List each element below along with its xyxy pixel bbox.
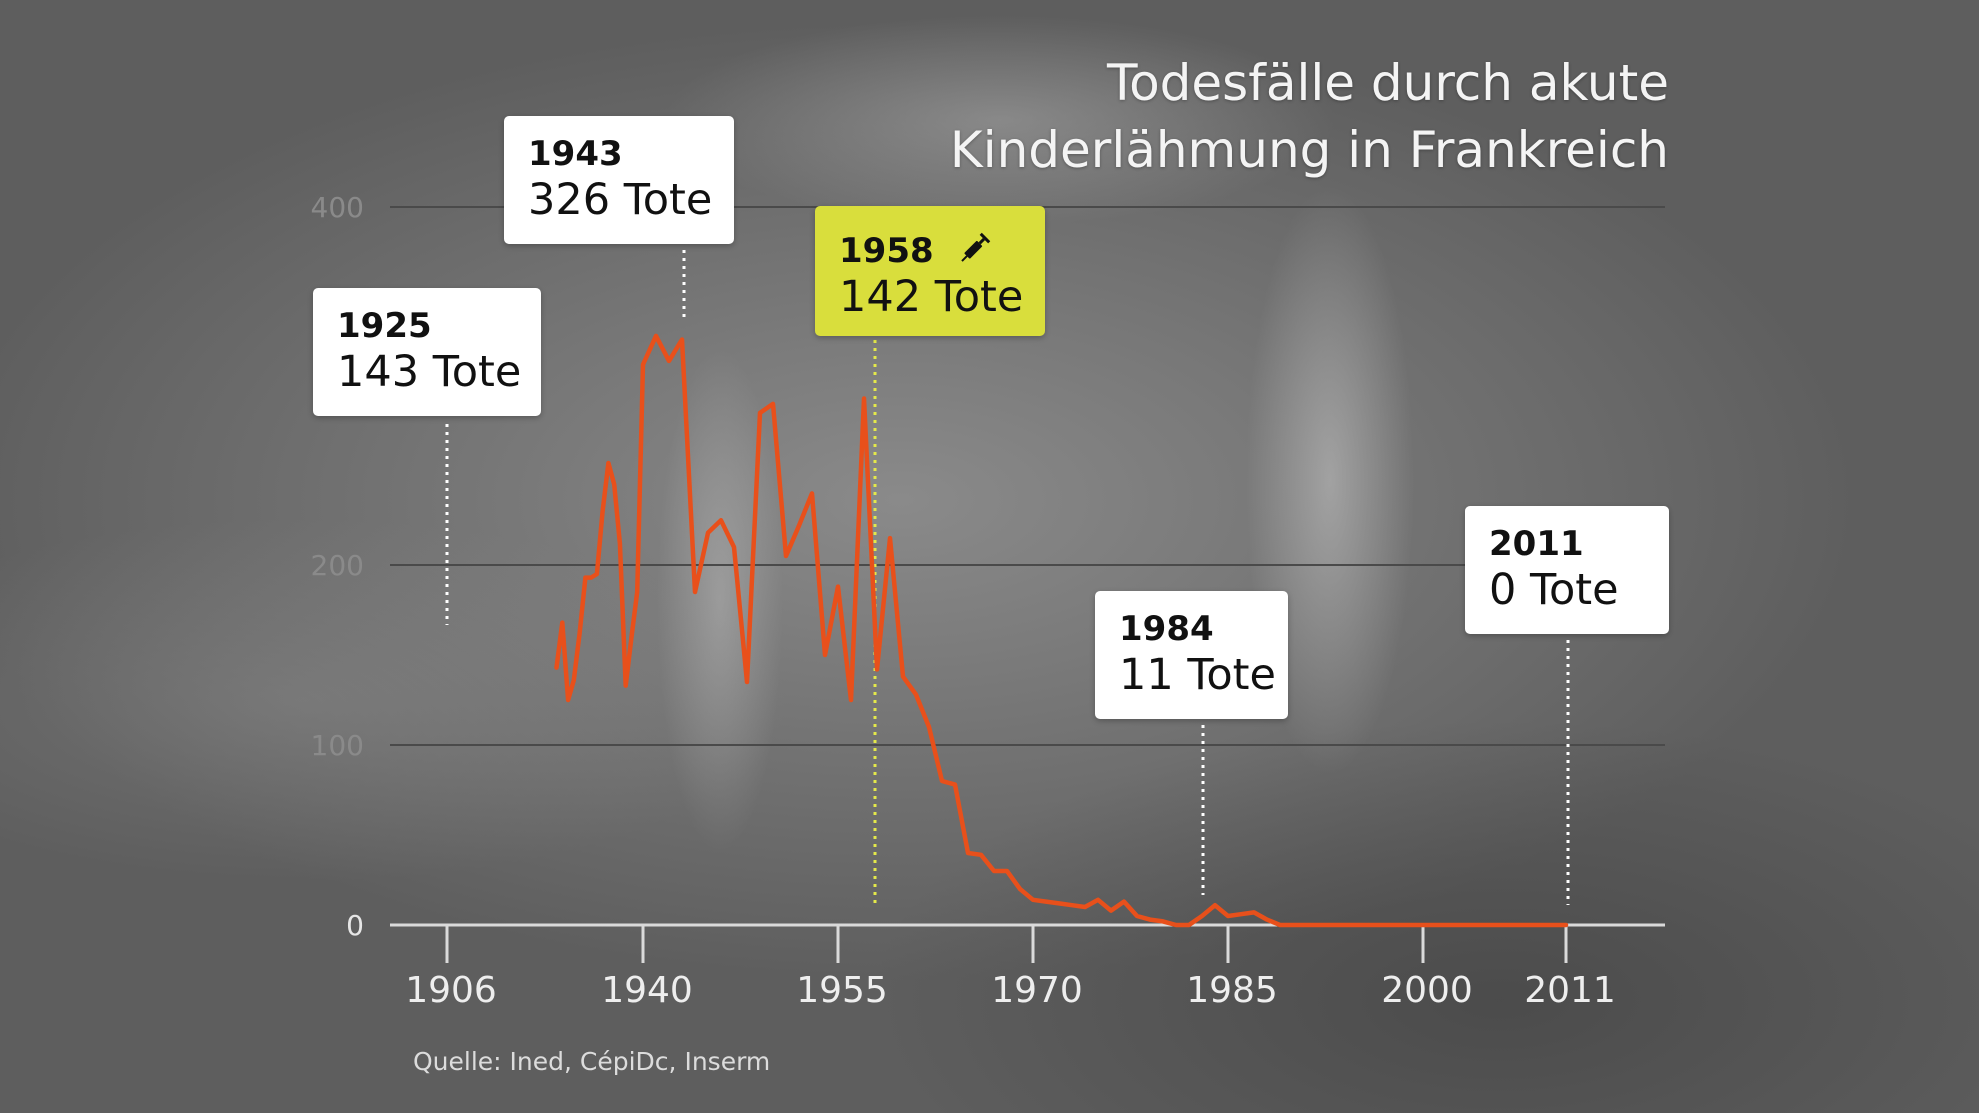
- annotation-value: 142 Tote: [839, 272, 1024, 322]
- annotation-year: 1984: [1119, 609, 1214, 649]
- y-tick-label: 100: [311, 729, 364, 762]
- annotation-year: 2011: [1489, 524, 1584, 564]
- annotation-value: 143 Tote: [337, 347, 522, 397]
- series-line: [554, 333, 1569, 928]
- annotation-value: 0 Tote: [1489, 565, 1619, 615]
- x-tick-label: 1985: [1186, 970, 1278, 1011]
- y-tick-label: 400: [311, 191, 364, 224]
- x-tick-label: 2000: [1381, 970, 1473, 1011]
- annotation-1943: 1943 326 Tote: [504, 116, 734, 244]
- annotation-year: 1958: [839, 231, 934, 271]
- annotation-year-row: 1958: [839, 224, 1025, 271]
- y-tick-label: 200: [311, 549, 364, 582]
- x-tick-label: 1970: [991, 970, 1083, 1011]
- chart-title-line-2: Kinderlähmung in Frankreich: [949, 121, 1669, 179]
- x-tick-label: 1955: [796, 970, 888, 1011]
- chart-title-line-1: Todesfälle durch akute: [1107, 54, 1669, 112]
- annotation-1958: 1958 142 Tote: [815, 206, 1045, 336]
- chart-title: Todesfälle durch akute Kinderlähmung in …: [950, 50, 1669, 184]
- annotation-year: 1943: [528, 134, 623, 174]
- annotation-value: 326 Tote: [528, 175, 713, 225]
- syringe-icon: [961, 232, 991, 262]
- annotation-year: 1925: [337, 306, 432, 346]
- x-tick-label: 1940: [601, 970, 693, 1011]
- x-tick-label: 1906: [405, 970, 497, 1011]
- y-tick-label: 0: [346, 909, 364, 942]
- x-tick-label: 2011: [1524, 970, 1616, 1011]
- annotation-1925: 1925 143 Tote: [313, 288, 541, 416]
- annotation-1984: 1984 11 Tote: [1095, 591, 1288, 719]
- source-note: Quelle: Ined, CépiDc, Inserm: [413, 1047, 771, 1076]
- annotation-value: 11 Tote: [1119, 650, 1276, 700]
- annotation-2011: 2011 0 Tote: [1465, 506, 1669, 634]
